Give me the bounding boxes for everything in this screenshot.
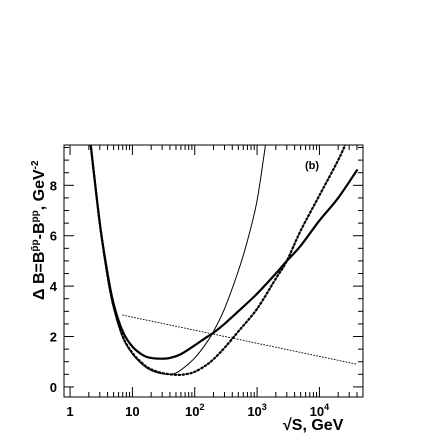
series-thin-solid bbox=[90, 145, 266, 375]
y-tick-label: 0 bbox=[50, 380, 57, 395]
x-tick-label: 102 bbox=[185, 402, 204, 419]
series-layer bbox=[89, 145, 359, 377]
series-thin-dotted bbox=[122, 314, 358, 365]
y-tick-label: 8 bbox=[50, 178, 57, 193]
x-tick-label: 104 bbox=[310, 402, 329, 419]
plot-frame bbox=[63, 144, 364, 398]
y-axis-label: Δ B=Bp̄p-Bpp, GeV-2 bbox=[30, 160, 48, 300]
series-thick-dotted bbox=[89, 145, 347, 377]
x-tick-label: 103 bbox=[247, 402, 266, 419]
ticks-layer bbox=[64, 145, 364, 397]
x-tick-label: 1 bbox=[66, 404, 73, 419]
x-tick-label: 10 bbox=[125, 404, 139, 419]
y-tick-label: 2 bbox=[50, 330, 57, 345]
labels-layer: 1 10 102 103 104 0 2 4 6 8 √S, GeV Δ B=Bp̄p-Bpp, Ge… bbox=[30, 160, 344, 434]
x-axis-label: √S, GeV bbox=[283, 417, 344, 434]
y-tick-label: 6 bbox=[50, 229, 57, 244]
y-tick-label: 4 bbox=[50, 279, 58, 294]
series-thick-solid bbox=[89, 145, 359, 360]
panel-label: (b) bbox=[305, 160, 319, 172]
